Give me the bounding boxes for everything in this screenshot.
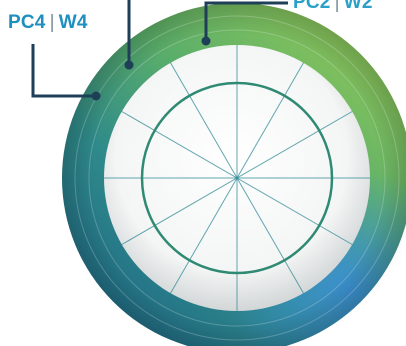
label-separator-right: | bbox=[334, 0, 340, 13]
callout-lines bbox=[31, 0, 288, 98]
label-pc4-w4: PC4 | W4 bbox=[8, 12, 88, 34]
callout-line-pc2 bbox=[204, 1, 288, 41]
callout-dot-pc4 bbox=[91, 91, 101, 101]
label-pc4: PC4 bbox=[8, 12, 46, 33]
label-separator-left: | bbox=[49, 12, 55, 33]
ring-grid-circle-inner bbox=[88, 29, 386, 327]
label-pc2-w2: PC2 | W2 bbox=[293, 0, 373, 14]
label-w2: W2 bbox=[343, 0, 373, 13]
callout-dot-mid bbox=[124, 60, 134, 70]
inner-reference-circle bbox=[140, 81, 334, 275]
label-pc2: PC2 bbox=[293, 0, 331, 13]
label-w4: W4 bbox=[58, 12, 88, 33]
radial-lines bbox=[104, 45, 370, 311]
ring-grid-circle-outer bbox=[74, 15, 400, 341]
callout-line-pc4 bbox=[31, 44, 96, 98]
callout-dots bbox=[91, 36, 211, 101]
callout-dot-pc2 bbox=[201, 36, 211, 46]
